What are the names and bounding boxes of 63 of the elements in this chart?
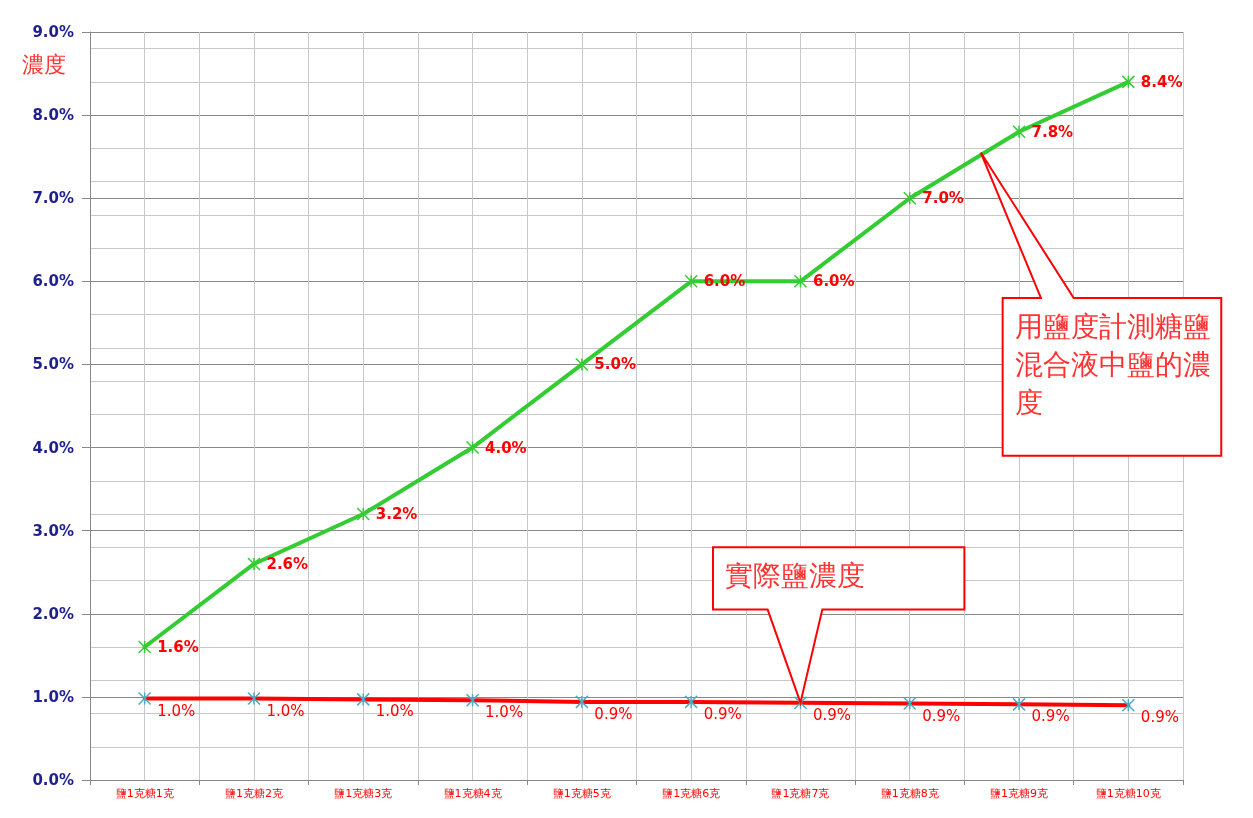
point: [465, 693, 480, 707]
point: [793, 695, 808, 710]
point: [137, 640, 152, 654]
data-label: 1.0%: [266, 701, 305, 720]
data-label: 0.9%: [1031, 707, 1070, 726]
data-label: 4.0%: [485, 438, 527, 457]
data-label: 1.0%: [375, 702, 414, 721]
x-tick-label: 鹽1克糖7克: [771, 787, 830, 800]
point: [465, 440, 480, 455]
data-label: 7.8%: [1031, 122, 1074, 141]
data-label: 0.9%: [922, 706, 961, 725]
data-label: 1.6%: [157, 638, 199, 657]
x-tick-label: 鹽1克糖9克: [990, 787, 1049, 800]
point: [1012, 124, 1026, 139]
point: [356, 507, 370, 521]
point: [793, 274, 808, 289]
data-label: 2.6%: [266, 554, 309, 573]
data-label: 6.0%: [812, 272, 855, 291]
data-label: 6.0%: [703, 272, 746, 291]
point: [903, 191, 917, 205]
point: [247, 691, 261, 706]
y-tick-label: 6.0%: [32, 272, 74, 291]
y-tick-label: 0.0%: [32, 771, 74, 789]
data-label: 0.9%: [812, 705, 852, 724]
point: [1121, 698, 1136, 712]
y-tick-label: 7.0%: [32, 189, 74, 208]
data-label: 0.9%: [703, 704, 742, 723]
annotation: 實際鹽濃度: [725, 558, 866, 595]
x-tick-label: 鹽1克糖8克: [880, 787, 939, 800]
y-tick-label: 4.0%: [32, 438, 74, 457]
data-label: 7.0%: [922, 189, 964, 208]
point: [247, 557, 261, 571]
y-tick-label: 1.0%: [32, 687, 74, 706]
y-tick-label: 2.0%: [32, 604, 74, 623]
x-tick-label: 鹽1克糖5克: [552, 787, 611, 800]
point: [1121, 75, 1136, 89]
point: [575, 357, 589, 372]
data-label: 0.9%: [594, 704, 633, 723]
point: [903, 696, 917, 711]
data-label: 1.0%: [157, 701, 196, 720]
point: [137, 691, 152, 706]
data-label: 8.4%: [1140, 72, 1183, 91]
x-tick-label: 鹽1克糖4克: [443, 787, 502, 800]
x-tick-label: 鹽1克糖10克: [1095, 787, 1161, 800]
y-axis-title: 濃度: [22, 51, 66, 77]
point: [356, 692, 370, 707]
y-tick-label: 5.0%: [32, 355, 74, 374]
data-label: 1.0%: [485, 703, 524, 722]
x-tick-label: 鹽1克糖6克: [662, 787, 721, 800]
point: [575, 695, 589, 709]
annotation: 用鹽度計測糖鹽混合液中鹽的濃度: [1014, 308, 1212, 421]
data-label: 0.9%: [1140, 708, 1179, 727]
point: [684, 274, 698, 289]
y-tick-label: 3.0%: [32, 521, 74, 540]
data-label: 5.0%: [594, 355, 636, 374]
point: [684, 695, 698, 709]
y-tick-label: 8.0%: [32, 106, 74, 125]
x-tick-label: 鹽1克糖2克: [224, 787, 283, 800]
point: [1012, 697, 1026, 712]
x-tick-label: 鹽1克糖3克: [334, 787, 393, 800]
y-tick-label: 9.0%: [32, 23, 74, 41]
x-tick-label: 鹽1克糖1克: [115, 787, 174, 800]
data-label: 3.2%: [375, 505, 418, 524]
